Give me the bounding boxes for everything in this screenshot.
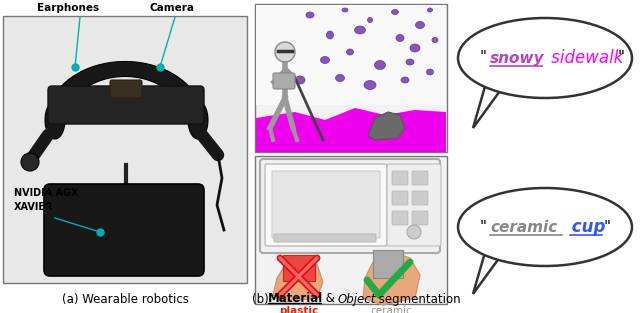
Text: ": " [618, 50, 625, 65]
FancyBboxPatch shape [272, 171, 380, 238]
Ellipse shape [458, 18, 632, 98]
FancyBboxPatch shape [255, 4, 447, 152]
FancyBboxPatch shape [44, 184, 204, 276]
Ellipse shape [326, 31, 333, 39]
FancyBboxPatch shape [265, 164, 387, 246]
Circle shape [21, 153, 39, 171]
Text: ": " [480, 50, 487, 65]
Ellipse shape [342, 8, 348, 12]
Ellipse shape [306, 12, 314, 18]
FancyBboxPatch shape [387, 164, 441, 246]
FancyBboxPatch shape [412, 211, 428, 225]
Text: plastic: plastic [280, 306, 319, 313]
Ellipse shape [415, 22, 424, 28]
Text: sidewalk: sidewalk [546, 49, 623, 67]
Polygon shape [363, 252, 420, 305]
Polygon shape [473, 239, 513, 294]
Text: Object: Object [338, 293, 376, 305]
Polygon shape [256, 108, 446, 152]
Text: &: & [322, 293, 339, 305]
Text: ": " [480, 219, 487, 234]
Text: cup: cup [566, 218, 605, 236]
Polygon shape [488, 235, 518, 245]
FancyBboxPatch shape [255, 156, 447, 304]
Text: Camera: Camera [150, 3, 195, 13]
Ellipse shape [410, 44, 420, 52]
Text: ceramic: ceramic [370, 306, 412, 313]
FancyBboxPatch shape [273, 73, 295, 89]
Polygon shape [473, 73, 513, 128]
FancyBboxPatch shape [392, 191, 408, 205]
Circle shape [407, 225, 421, 239]
Ellipse shape [364, 80, 376, 90]
Text: (b): (b) [252, 293, 273, 305]
FancyBboxPatch shape [412, 171, 428, 185]
Ellipse shape [335, 74, 344, 81]
Ellipse shape [188, 101, 208, 139]
Text: NVIDIA AGX
XAVIER: NVIDIA AGX XAVIER [14, 188, 79, 212]
Circle shape [275, 42, 295, 62]
FancyBboxPatch shape [392, 171, 408, 185]
FancyBboxPatch shape [3, 16, 247, 283]
FancyBboxPatch shape [260, 159, 440, 253]
Ellipse shape [355, 26, 365, 34]
Polygon shape [273, 258, 323, 302]
FancyBboxPatch shape [48, 86, 204, 124]
Ellipse shape [286, 52, 294, 58]
Ellipse shape [45, 101, 65, 139]
Polygon shape [488, 70, 518, 78]
Ellipse shape [367, 18, 372, 23]
Text: ": " [604, 219, 611, 234]
Text: Material: Material [268, 293, 323, 305]
FancyBboxPatch shape [392, 211, 408, 225]
FancyBboxPatch shape [256, 5, 446, 105]
FancyBboxPatch shape [110, 80, 142, 98]
Text: Earphones: Earphones [37, 3, 99, 13]
Ellipse shape [346, 49, 353, 55]
Ellipse shape [406, 59, 414, 65]
Ellipse shape [396, 34, 404, 42]
Text: (a) Wearable robotics: (a) Wearable robotics [61, 293, 188, 305]
Ellipse shape [374, 60, 385, 69]
Text: segmentation: segmentation [375, 293, 461, 305]
Text: ceramic: ceramic [490, 219, 557, 234]
Ellipse shape [458, 188, 632, 266]
FancyBboxPatch shape [373, 250, 403, 278]
Ellipse shape [428, 8, 433, 12]
Text: snowy: snowy [490, 50, 545, 65]
Ellipse shape [321, 57, 330, 64]
FancyBboxPatch shape [283, 255, 315, 281]
Polygon shape [52, 61, 198, 104]
Ellipse shape [401, 77, 409, 83]
Polygon shape [368, 112, 405, 140]
Ellipse shape [295, 76, 305, 84]
Ellipse shape [426, 69, 433, 75]
Ellipse shape [392, 9, 399, 14]
FancyBboxPatch shape [412, 191, 428, 205]
FancyBboxPatch shape [274, 234, 376, 242]
Ellipse shape [432, 38, 438, 43]
